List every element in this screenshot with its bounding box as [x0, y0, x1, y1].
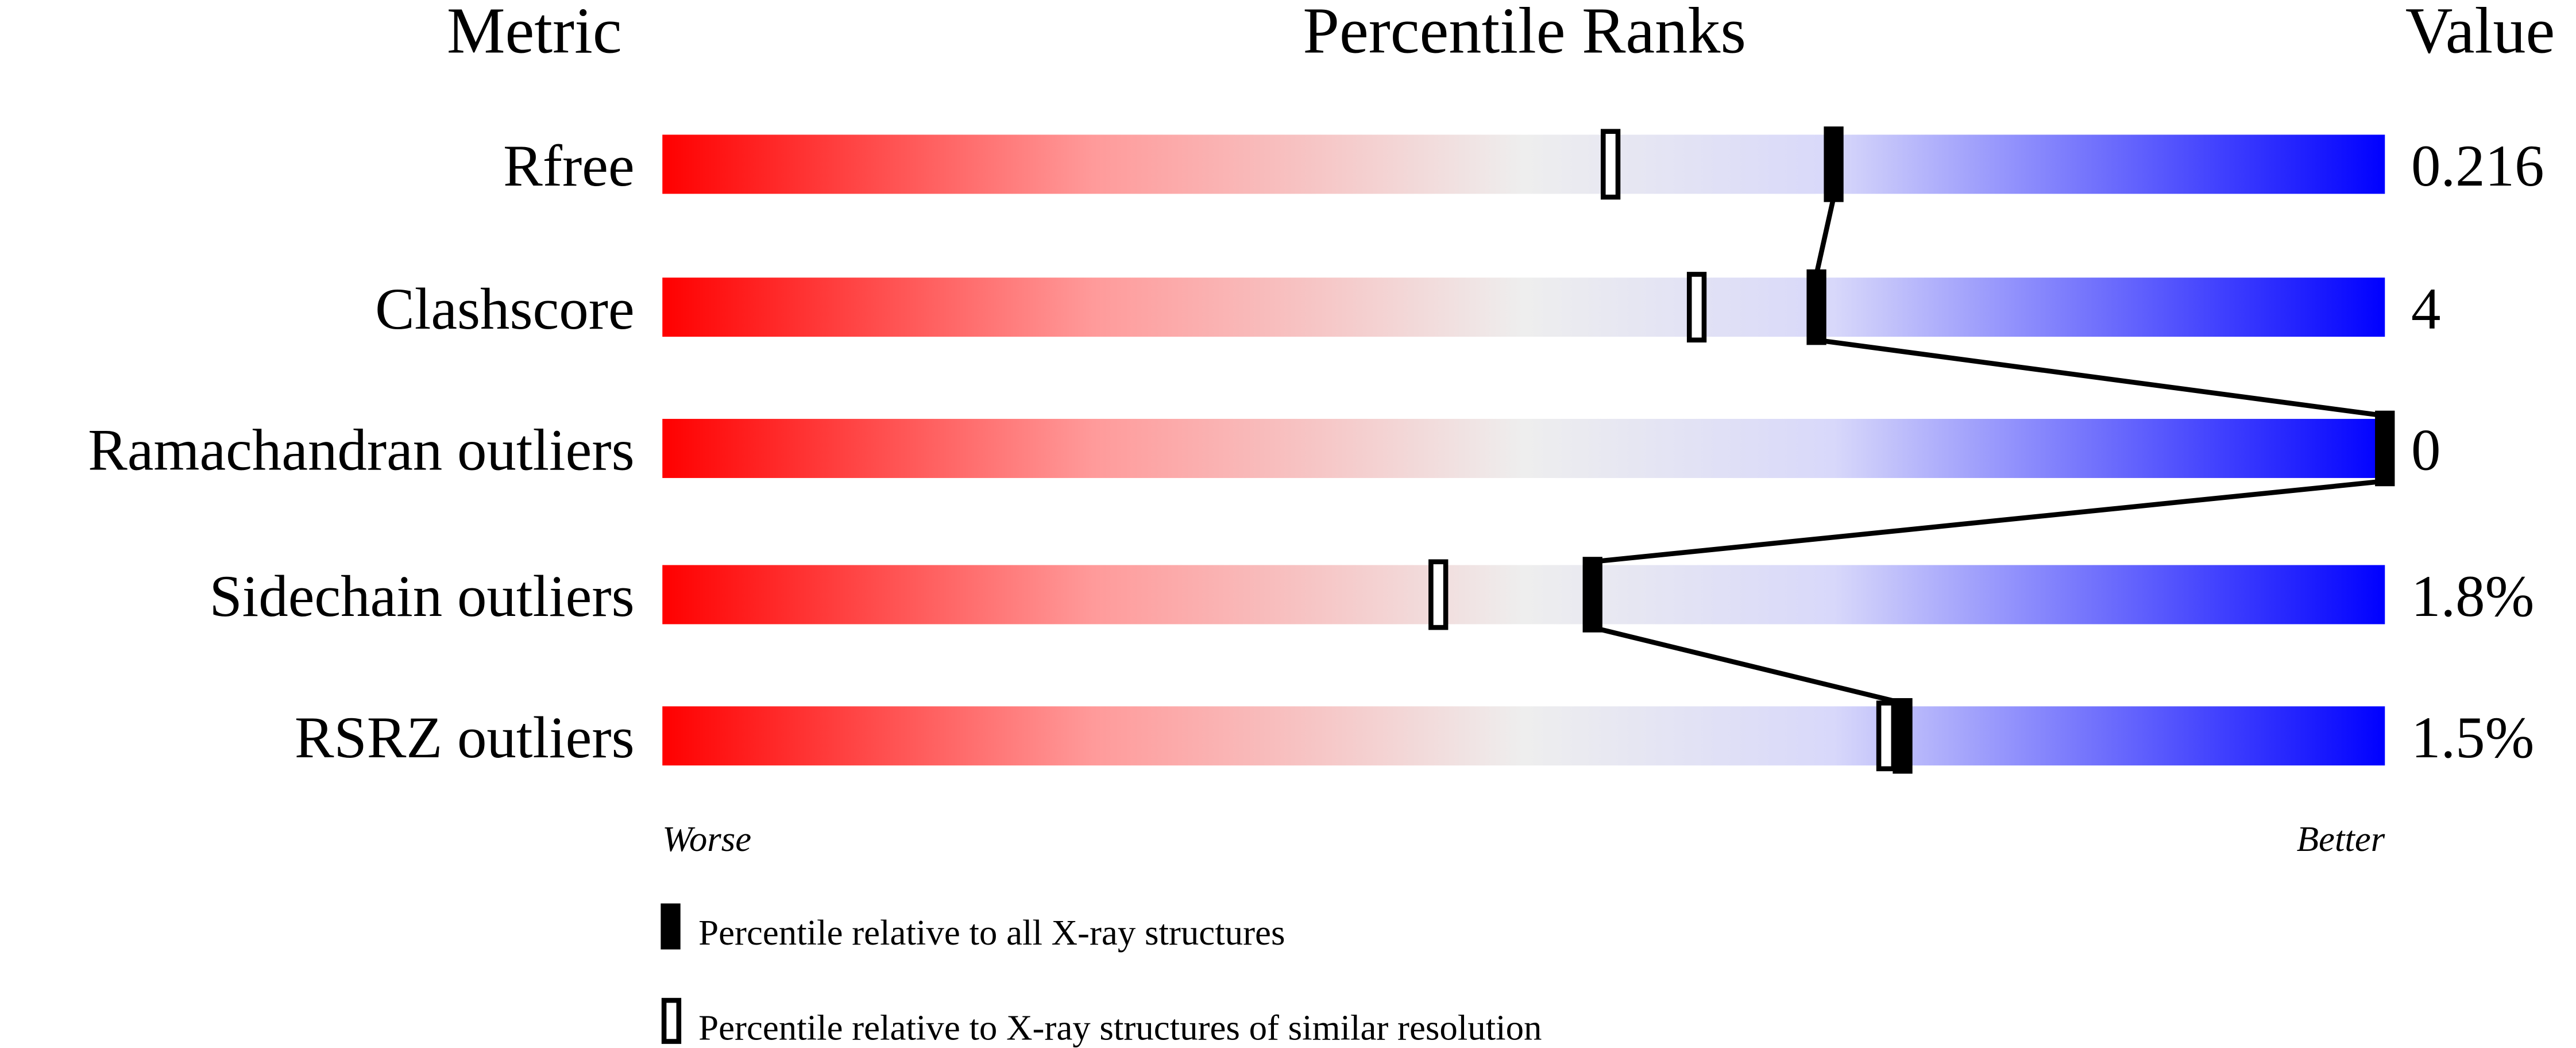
- all-structures-marker: [2375, 410, 2395, 487]
- legend-filled-marker: [661, 903, 681, 950]
- metric-label: Sidechain outliers: [209, 564, 634, 629]
- metric-label: Ramachandran outliers: [88, 418, 635, 483]
- percentile-bar: [662, 565, 2385, 625]
- all-structures-marker: [1824, 126, 1844, 202]
- percentile-bar: [662, 134, 2385, 194]
- header-value: Value: [2405, 0, 2555, 67]
- similar-resolution-marker: [1600, 129, 1621, 200]
- axis-label-better: Better: [2297, 819, 2385, 859]
- percentile-bar: [662, 706, 2385, 766]
- all-structures-marker: [1582, 557, 1602, 633]
- metric-value: 4: [2411, 276, 2440, 342]
- all-structures-marker: [1806, 269, 1826, 345]
- metric-label: RSRZ outliers: [295, 705, 635, 770]
- metric-value: 0.216: [2411, 133, 2544, 199]
- all-structures-marker: [1893, 698, 1913, 774]
- legend-label-all: Percentile relative to all X-ray structu…: [698, 912, 1285, 953]
- percentile-bar: [662, 278, 2385, 337]
- connector-line: [1816, 337, 2384, 418]
- metric-label: Clashscore: [375, 276, 635, 342]
- metric-value: 0: [2411, 418, 2440, 483]
- percentile-bar: [662, 419, 2385, 478]
- header-percentile-ranks: Percentile Ranks: [1303, 0, 1746, 67]
- connector-line: [1814, 196, 1836, 275]
- similar-resolution-marker: [1686, 272, 1707, 343]
- metric-label: Rfree: [503, 133, 635, 199]
- legend-open-marker: [661, 997, 682, 1044]
- connector-line: [1592, 479, 2384, 565]
- similar-resolution-marker: [1428, 559, 1449, 630]
- axis-label-worse: Worse: [662, 819, 751, 859]
- metric-value: 1.8%: [2411, 564, 2534, 629]
- metric-value: 1.5%: [2411, 705, 2534, 770]
- similar-resolution-marker: [1876, 700, 1897, 772]
- connector-line: [1592, 625, 1903, 706]
- legend-label-similar: Percentile relative to X-ray structures …: [698, 1008, 1542, 1048]
- header-metric: Metric: [447, 0, 622, 67]
